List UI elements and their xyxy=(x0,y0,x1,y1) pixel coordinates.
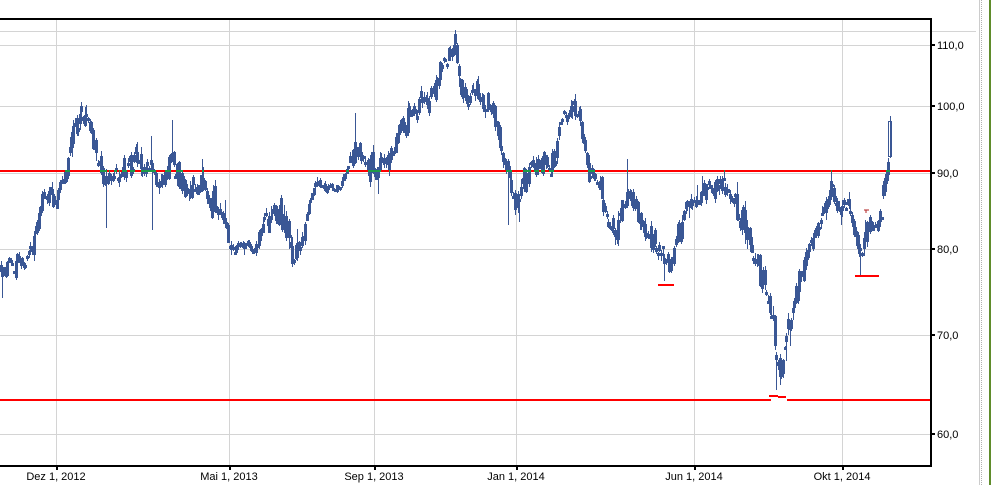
svg-text:Okt 1, 2014: Okt 1, 2014 xyxy=(814,471,871,483)
svg-text:Mai 1, 2013: Mai 1, 2013 xyxy=(200,471,257,483)
svg-text:60,0: 60,0 xyxy=(937,429,958,441)
svg-text:Dez 1, 2012: Dez 1, 2012 xyxy=(26,471,85,483)
svg-text:110,0: 110,0 xyxy=(937,40,964,52)
svg-text:Sep 1, 2013: Sep 1, 2013 xyxy=(344,471,403,483)
svg-text:80,0: 80,0 xyxy=(937,244,958,256)
svg-text:100,0: 100,0 xyxy=(937,101,965,113)
svg-text:90,0: 90,0 xyxy=(937,168,958,180)
svg-text:70,0: 70,0 xyxy=(937,330,958,342)
svg-text:Jan 1, 2014: Jan 1, 2014 xyxy=(487,471,545,483)
svg-text:Jun 1, 2014: Jun 1, 2014 xyxy=(665,471,723,483)
